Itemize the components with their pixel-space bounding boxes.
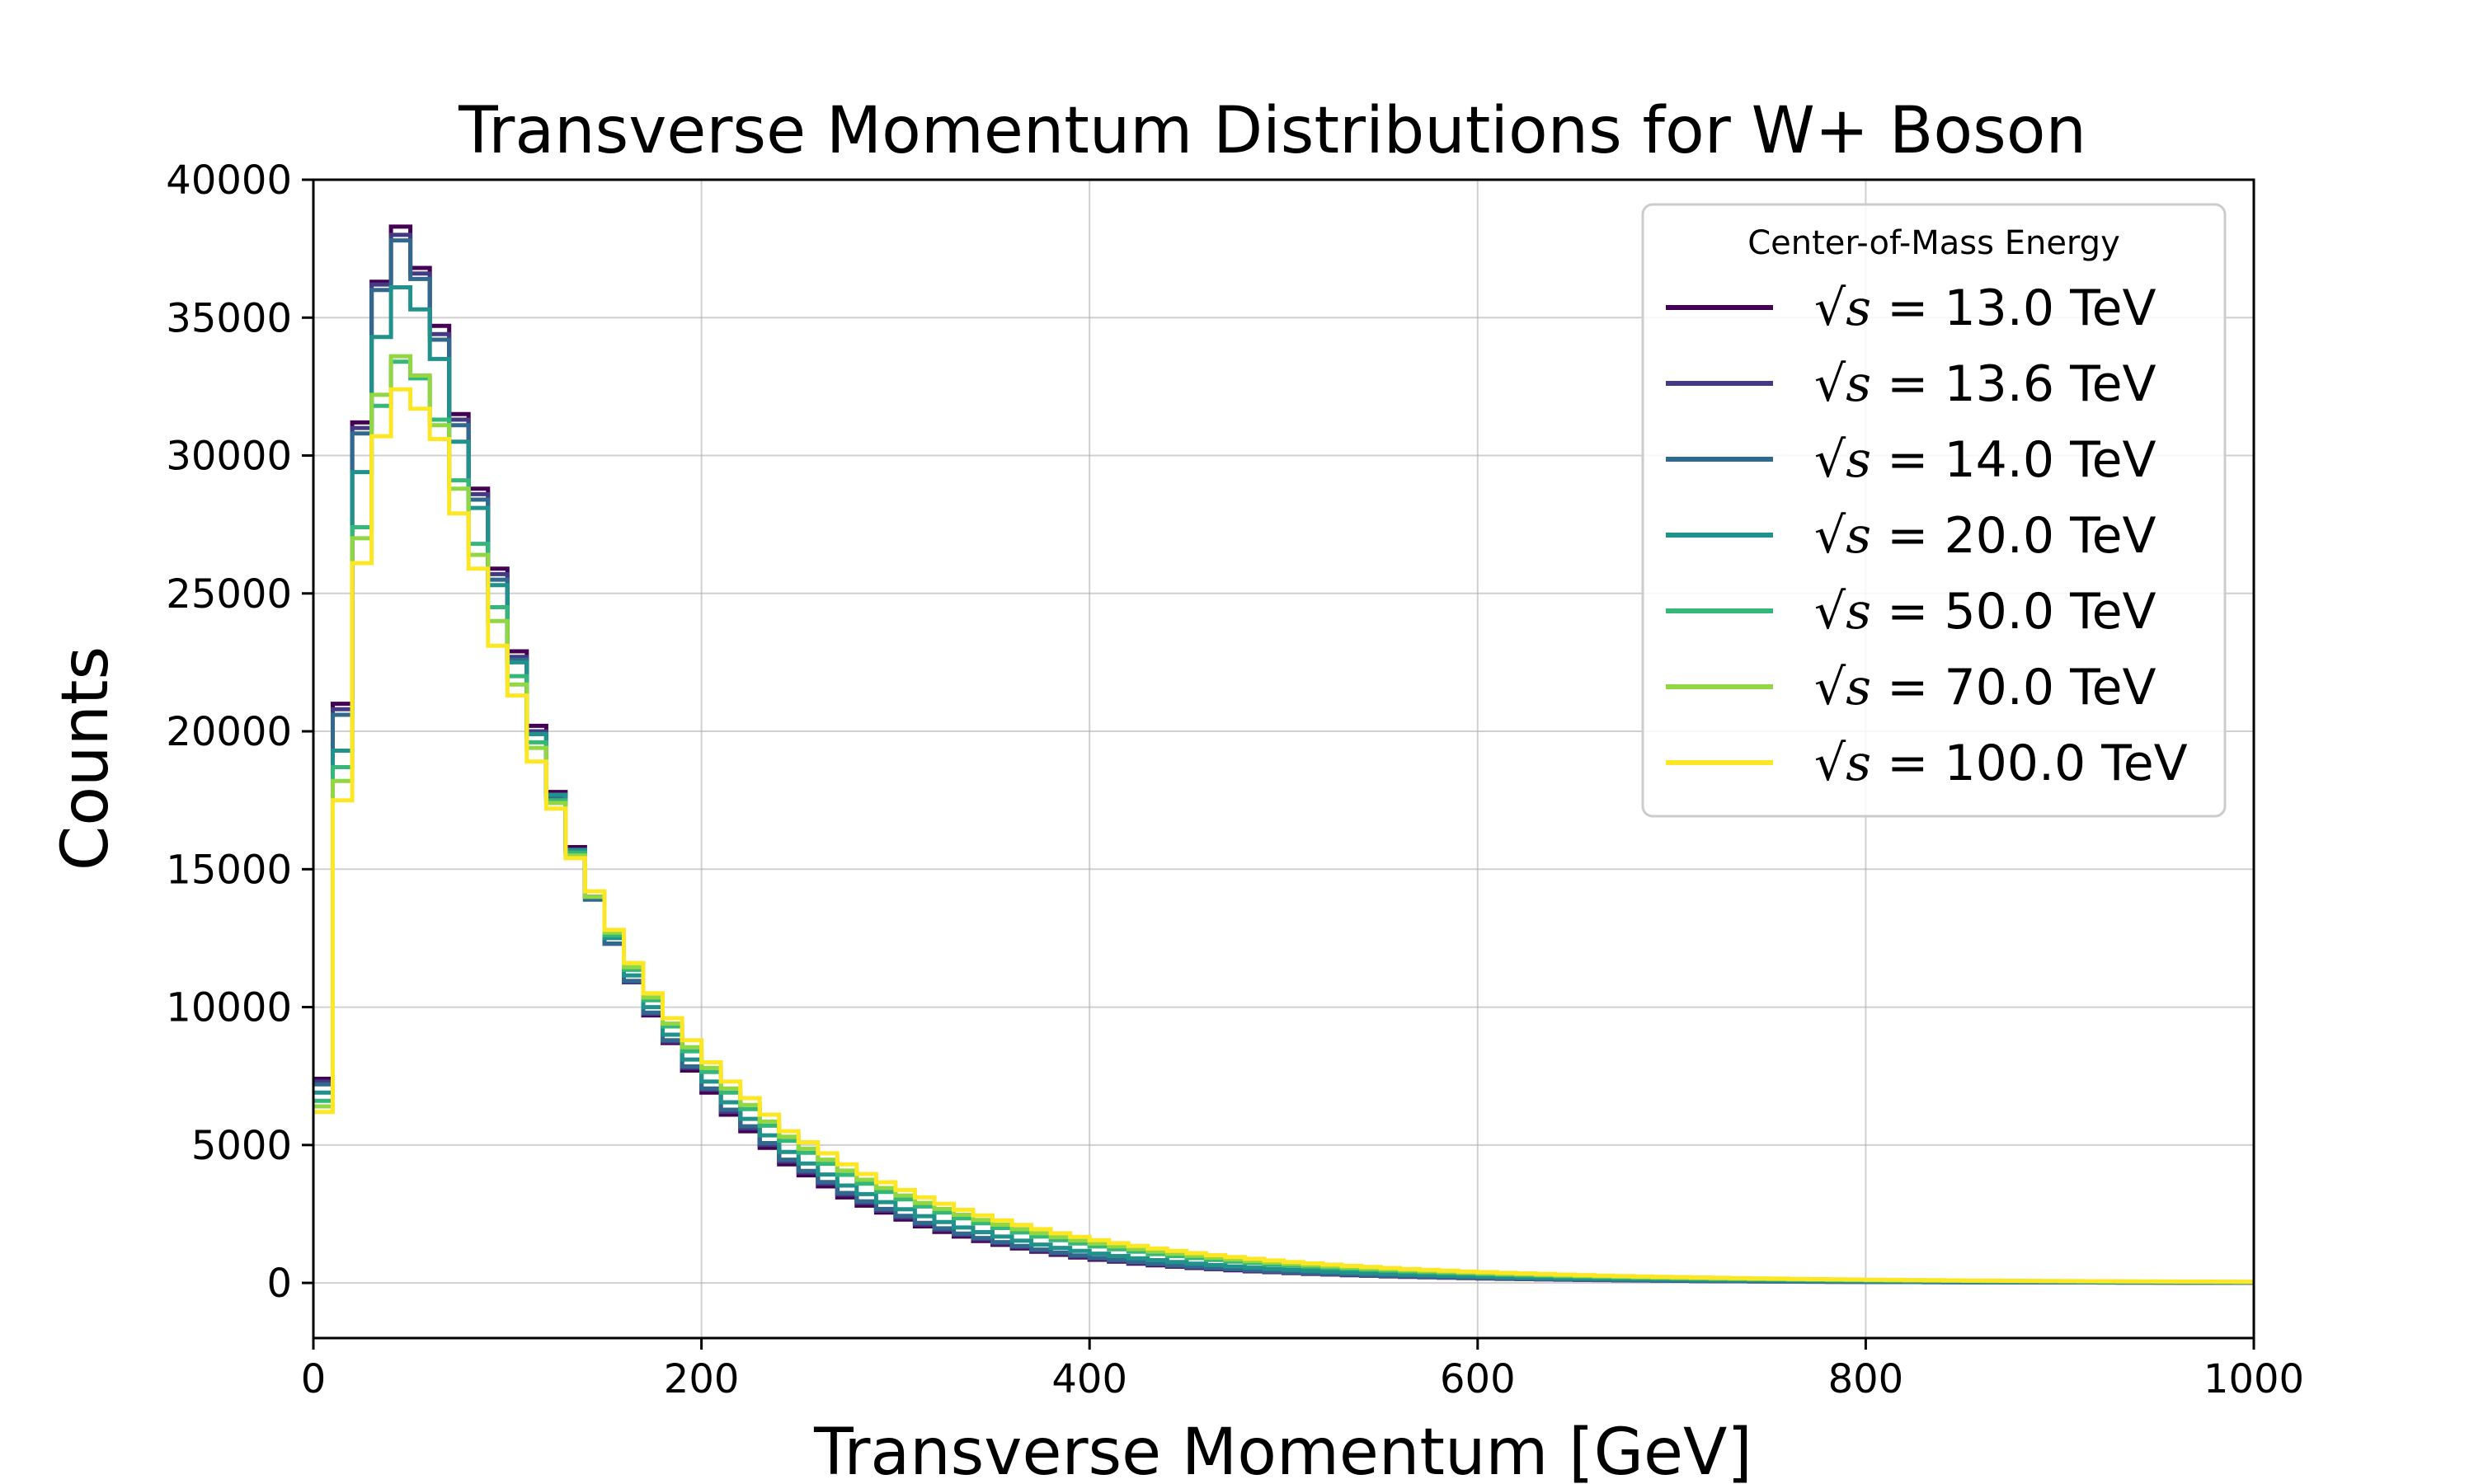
legend-label: √s = 70.0 TeV <box>1814 659 2157 716</box>
y-tick-label: 0 <box>266 1261 292 1307</box>
plot-frame <box>312 178 2255 1340</box>
x-axis-label: Transverse Momentum [GeV] <box>813 1416 1752 1484</box>
legend-title: Center-of-Mass Energy <box>1747 224 2120 262</box>
legend-label: √s = 13.0 TeV <box>1814 279 2157 337</box>
x-axis-ticks: 0 200 400 600 800 1000 <box>301 1338 2304 1402</box>
legend-label-part: = <box>1871 583 1944 641</box>
legend-label: √s = 50.0 TeV <box>1814 583 2157 641</box>
y-tick-label: 20000 <box>166 709 292 755</box>
legend-label-part: = <box>1871 735 1944 792</box>
legend-label-part: s <box>1846 279 1871 337</box>
series-layer <box>313 224 2254 1285</box>
legend-label-part: 70.0 <box>1944 659 2054 716</box>
legend-box <box>1641 203 2227 818</box>
legend-label-part: √ <box>1814 507 1846 565</box>
legend-label-part: TeV <box>2054 431 2157 489</box>
legend-entries: √s = 13.0 TeV√s = 13.6 TeV√s = 14.0 TeV√… <box>1666 279 2188 792</box>
legend-label-part: √ <box>1814 735 1846 792</box>
series-line-100.0 <box>313 387 2254 1284</box>
legend-label-part: 50.0 <box>1944 583 2054 641</box>
legend-label-part: = <box>1871 431 1944 489</box>
y-tick-label: 35000 <box>166 295 292 341</box>
legend: Center-of-Mass Energy √s = 13.0 TeV√s = … <box>1641 203 2227 818</box>
x-tick-label: 200 <box>664 1356 740 1402</box>
legend-label-part: √ <box>1814 355 1846 413</box>
legend-label-part: 14.0 <box>1944 431 2054 489</box>
legend-label-part: s <box>1846 583 1871 641</box>
y-tick-label: 5000 <box>191 1123 292 1169</box>
legend-label-part: TeV <box>2054 507 2157 565</box>
legend-label-part: 100.0 <box>1944 735 2086 792</box>
legend-label-part: 13.0 <box>1944 279 2054 337</box>
chart-title: Transverse Momentum Distributions for W+… <box>458 94 2086 168</box>
x-tick-label: 0 <box>301 1356 327 1402</box>
legend-label-part: √ <box>1814 659 1846 716</box>
legend-label-part: 13.6 <box>1944 355 2054 413</box>
y-axis-label: Counts <box>49 646 123 871</box>
y-tick-label: 10000 <box>166 985 292 1031</box>
legend-label-part: √ <box>1814 583 1846 641</box>
legend-label-part: √ <box>1814 431 1846 489</box>
legend-label-part: s <box>1846 431 1871 489</box>
legend-label-part: = <box>1871 279 1944 337</box>
legend-label: √s = 14.0 TeV <box>1814 431 2157 489</box>
legend-label-part: s <box>1846 735 1871 792</box>
x-tick-label: 800 <box>1828 1356 1904 1402</box>
x-tick-label: 1000 <box>2204 1356 2304 1402</box>
legend-label-part: TeV <box>2086 735 2188 792</box>
x-tick-label: 600 <box>1440 1356 1516 1402</box>
legend-label-part: TeV <box>2054 659 2157 716</box>
legend-label-part: TeV <box>2054 279 2157 337</box>
legend-label-part: = <box>1871 507 1944 565</box>
y-tick-label: 25000 <box>166 571 292 618</box>
legend-label: √s = 13.6 TeV <box>1814 355 2157 413</box>
legend-label-part: s <box>1846 355 1871 413</box>
legend-label-part: s <box>1846 659 1871 716</box>
y-tick-label: 30000 <box>166 434 292 480</box>
y-tick-label: 15000 <box>166 847 292 893</box>
legend-label-part: = <box>1871 355 1944 413</box>
legend-label-part: TeV <box>2054 355 2157 413</box>
legend-label-part: = <box>1871 659 1944 716</box>
legend-label: √s = 20.0 TeV <box>1814 507 2157 565</box>
legend-label: √s = 100.0 TeV <box>1814 735 2188 792</box>
legend-label-part: 20.0 <box>1944 507 2054 565</box>
legend-label-part: s <box>1846 507 1871 565</box>
y-axis-ticks: 0 5000 10000 15000 20000 25000 30000 35000 40000 <box>166 157 313 1307</box>
x-tick-label: 400 <box>1051 1356 1127 1402</box>
y-tick-label: 40000 <box>166 157 292 204</box>
legend-label-part: TeV <box>2054 583 2157 641</box>
legend-label-part: √ <box>1814 279 1846 337</box>
